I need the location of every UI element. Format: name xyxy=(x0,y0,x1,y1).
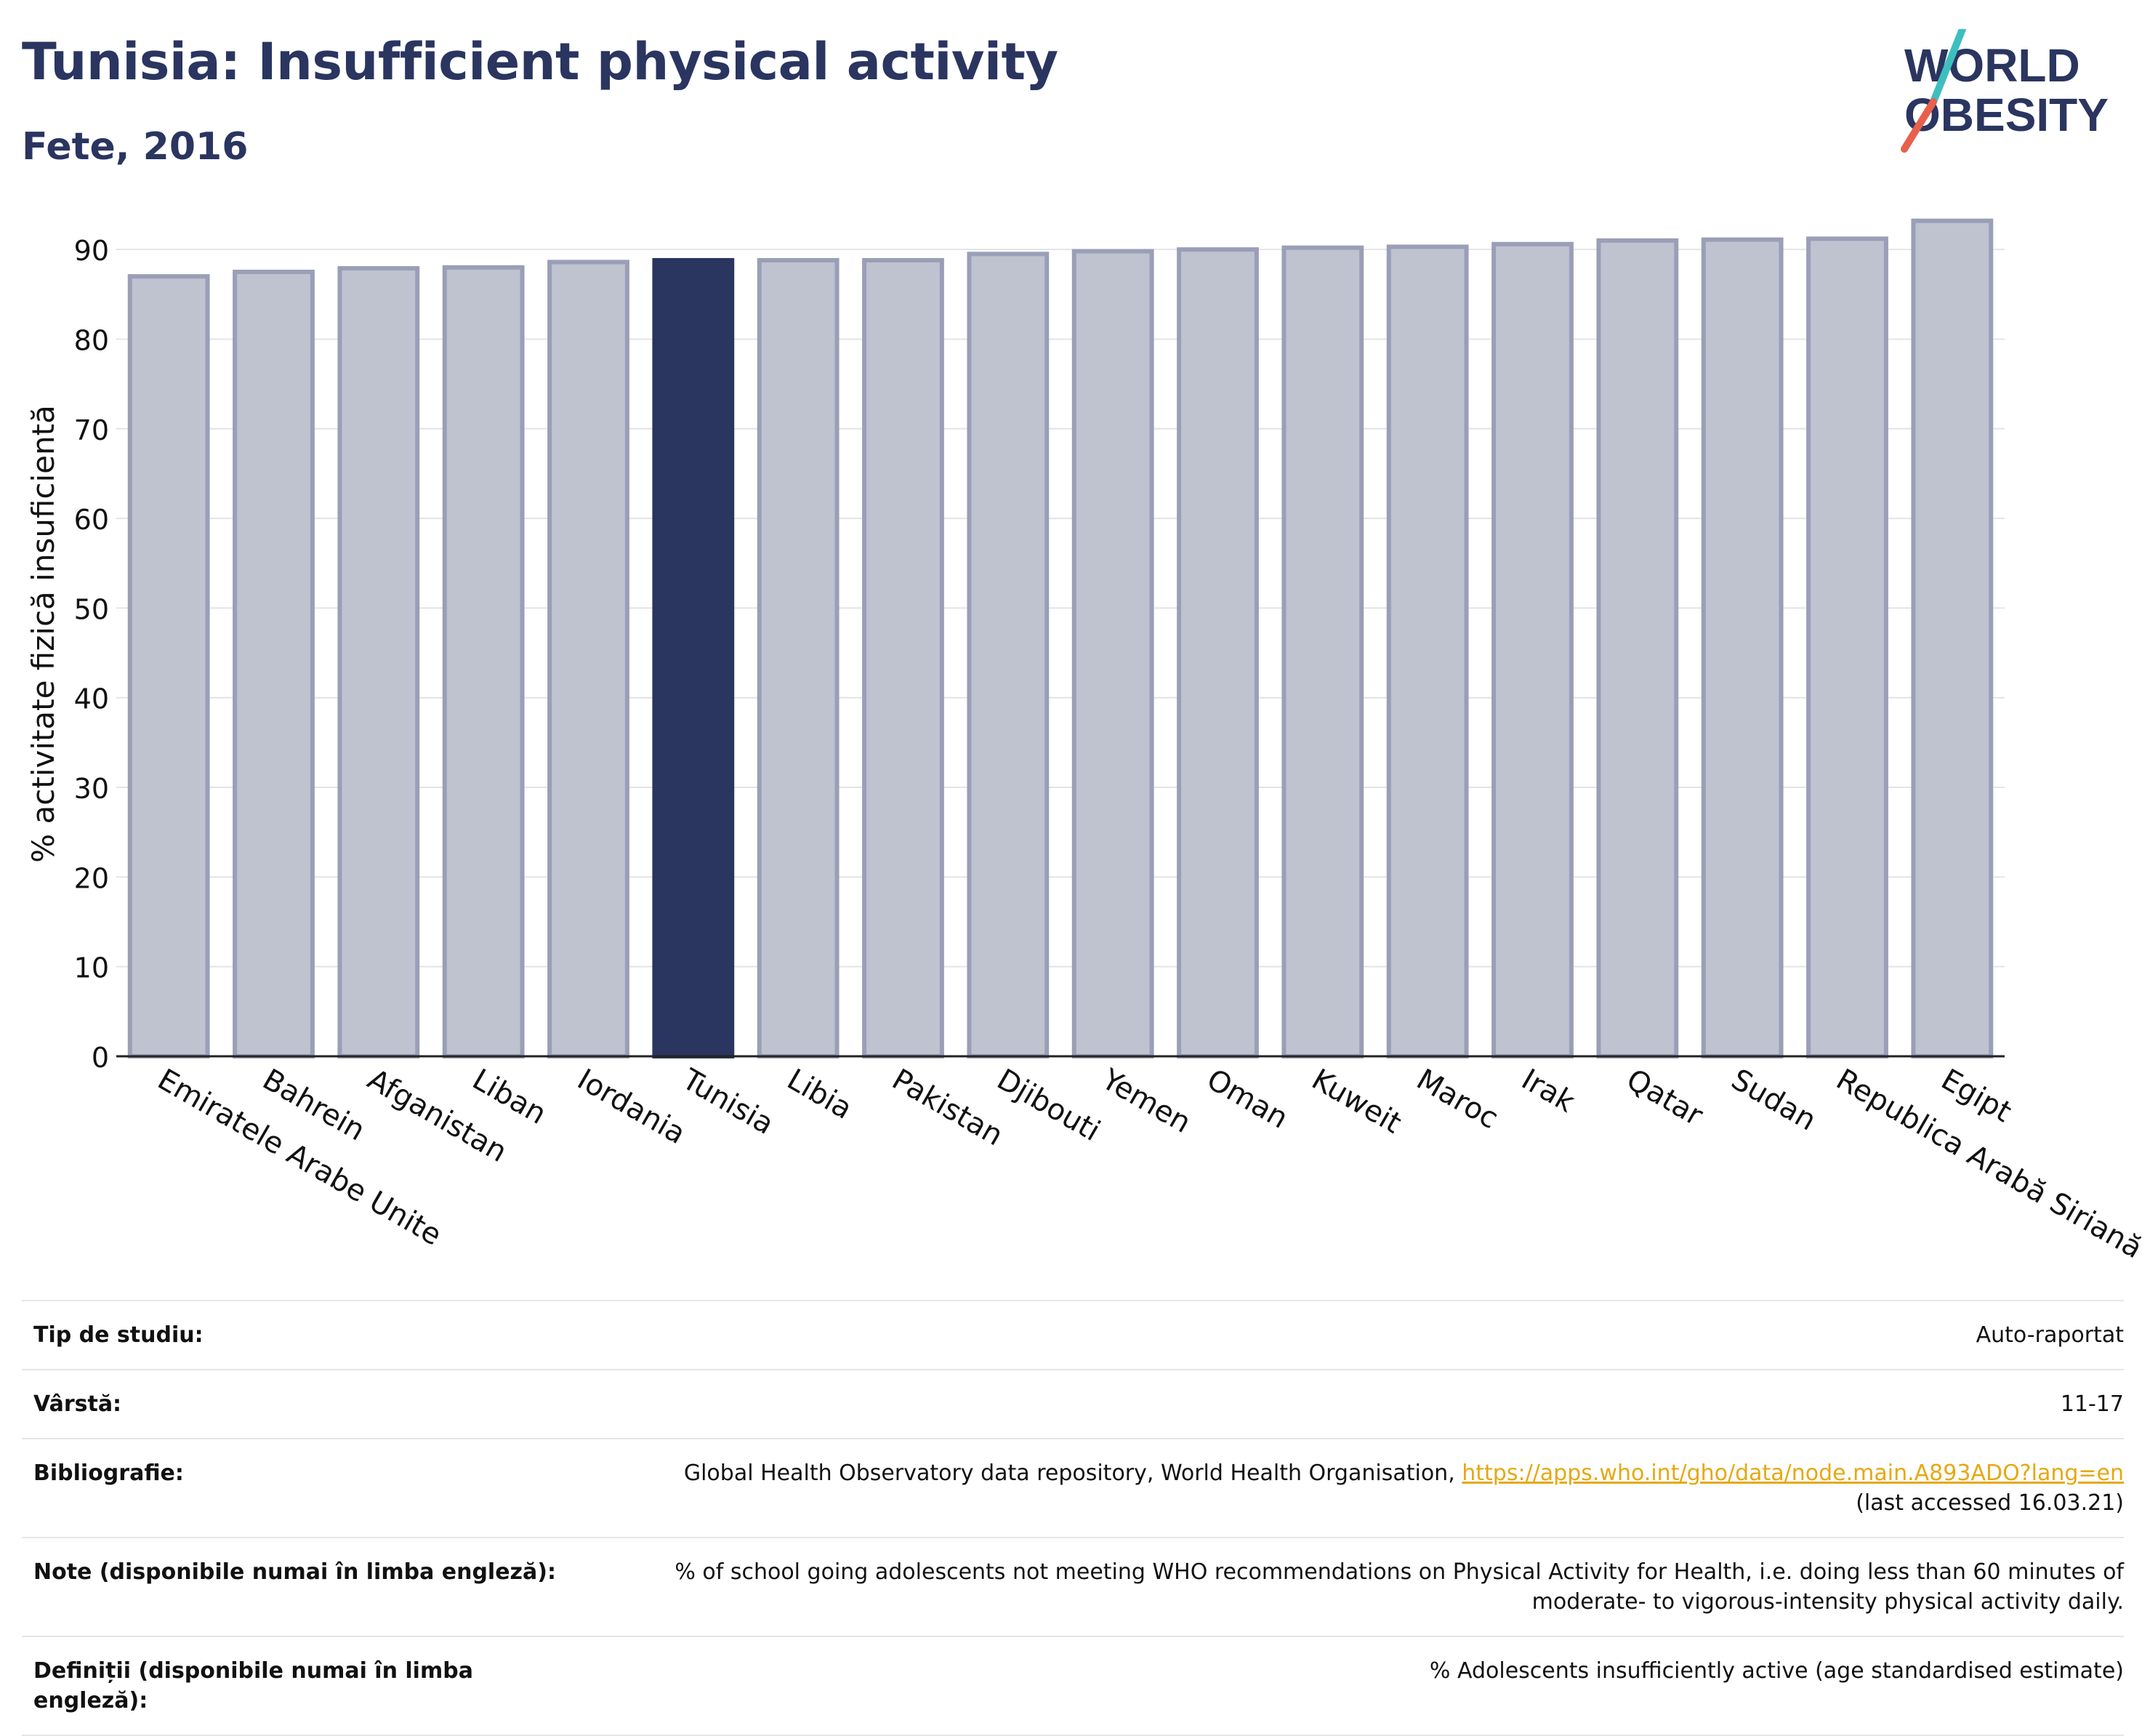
x-tick-label-kuweit: Kuweit xyxy=(1306,1063,1407,1141)
info-row-study-type: Tip de studiu: Auto-raportat xyxy=(22,1300,2124,1370)
bar-qatar xyxy=(1596,238,1679,1059)
bar-yemen xyxy=(1071,249,1154,1059)
y-tick-label-10: 10 xyxy=(74,952,109,984)
x-tick-label-sudan: Sudan xyxy=(1726,1063,1821,1138)
logo-text-world: WORLD xyxy=(1904,39,2080,92)
info-row-notes: Note (disponibile numai în limba engleză… xyxy=(22,1537,2124,1636)
bar-iordania xyxy=(547,260,629,1059)
x-tick-label-maroc: Maroc xyxy=(1411,1063,1504,1136)
x-tick-label-libia: Libia xyxy=(781,1063,858,1126)
age-label: Vârstă: xyxy=(22,1369,586,1439)
bar-libia xyxy=(757,257,840,1059)
y-tick-label-30: 30 xyxy=(74,773,109,805)
y-axis-label: % activitate fizică insuficientă xyxy=(25,405,61,863)
definitions-label-line-1: Definiții (disponibile numai în limba xyxy=(33,1658,473,1684)
logo-slash-coral xyxy=(1901,98,1937,153)
info-row-definitions: Definiții (disponibile numai în limba en… xyxy=(22,1636,2124,1736)
y-tick-label-20: 20 xyxy=(74,862,109,894)
chart-subtitle: Fete, 2016 xyxy=(22,125,249,169)
notes-label: Note (disponibile numai în limba engleză… xyxy=(22,1537,586,1636)
info-row-age: Vârstă: 11-17 xyxy=(22,1369,2124,1439)
bar-emiratele-arabe-unite xyxy=(127,274,210,1059)
bar-kuweit xyxy=(1281,245,1364,1059)
bar-irak xyxy=(1491,241,1574,1059)
x-tick-label-yemen: Yemen xyxy=(1095,1062,1196,1140)
x-tick-label-qatar: Qatar xyxy=(1621,1063,1709,1133)
info-table: Tip de studiu: Auto-raportat Vârstă: 11-… xyxy=(22,1300,2124,1736)
x-tick-label-iordania: Iordania xyxy=(572,1063,691,1151)
y-tick-label-70: 70 xyxy=(74,414,109,446)
bar-bahrein xyxy=(233,269,315,1059)
y-tick-label-80: 80 xyxy=(74,324,109,356)
bar-egipt xyxy=(1911,218,1994,1059)
bar-liban xyxy=(442,265,525,1059)
notes-value: % of school going adolescents not meetin… xyxy=(586,1537,2124,1636)
y-tick-label-50: 50 xyxy=(74,593,109,625)
definitions-value: % Adolescents insufficiently active (age… xyxy=(586,1636,2124,1736)
bibliography-link[interactable]: https://apps.who.int/gho/data/node.main.… xyxy=(1462,1460,2124,1486)
age-value: 11-17 xyxy=(586,1369,2124,1439)
bar-oman xyxy=(1177,247,1259,1059)
bar-republica-arab-sirian- xyxy=(1806,236,1888,1059)
y-tick-label-90: 90 xyxy=(74,235,109,267)
bars xyxy=(127,218,1994,1059)
bibliography-value: Global Health Observatory data repositor… xyxy=(586,1438,2124,1538)
bar-djibouti xyxy=(967,252,1050,1059)
bibliography-accessed: (last accessed 16.03.21) xyxy=(1856,1490,2124,1516)
bar-chart: 0 10 20 30 40 50 60 70 80 90 Emiratele Arabe Unit… xyxy=(25,218,2148,1265)
study-type-value: Auto-raportat xyxy=(586,1300,2124,1370)
definitions-label: Definiții (disponibile numai în limba en… xyxy=(22,1636,586,1736)
bibliography-label: Bibliografie: xyxy=(22,1438,586,1538)
x-tick-label-oman: Oman xyxy=(1201,1063,1294,1136)
world-obesity-logo: WORLD OBESITY xyxy=(1901,29,2109,153)
bar-sudan xyxy=(1701,237,1784,1059)
y-tick-label-40: 40 xyxy=(74,683,109,715)
info-row-bibliography: Bibliografie: Global Health Observatory … xyxy=(22,1438,2124,1538)
bar-pakistan xyxy=(862,257,944,1059)
bibliography-text: Global Health Observatory data repositor… xyxy=(683,1460,1462,1486)
x-tick-label-tunisia: Tunisia xyxy=(676,1062,779,1141)
chart-title: Tunisia: Insufficient physical activity xyxy=(22,32,1058,92)
x-tick-label-pakistan: Pakistan xyxy=(887,1063,1009,1153)
y-tick-label-0: 0 xyxy=(92,1042,109,1074)
notes-line-2: moderate- to vigorous-intensity physical… xyxy=(1531,1589,2124,1615)
x-tick-label-djibouti: Djibouti xyxy=(991,1063,1106,1148)
study-type-label: Tip de studiu: xyxy=(22,1300,586,1370)
x-tick-label-egipt: Egipt xyxy=(1936,1063,2017,1129)
y-axis-ticks: 0 10 20 30 40 50 60 70 80 90 xyxy=(74,235,109,1074)
bar-maroc xyxy=(1386,244,1469,1059)
x-tick-label-irak: Irak xyxy=(1516,1063,1581,1120)
bar-afganistan xyxy=(337,266,420,1059)
logo-slash-teal xyxy=(1930,29,1966,105)
grid-lines xyxy=(116,249,2005,968)
y-tick-label-60: 60 xyxy=(74,504,109,536)
bar-tunisia xyxy=(652,257,735,1059)
definitions-label-line-2: engleză): xyxy=(33,1688,148,1713)
notes-line-1: % of school going adolescents not meetin… xyxy=(675,1559,2124,1585)
x-axis-tick-labels: Emiratele Arabe UniteBahreinAfganistanLi… xyxy=(152,1062,2148,1265)
